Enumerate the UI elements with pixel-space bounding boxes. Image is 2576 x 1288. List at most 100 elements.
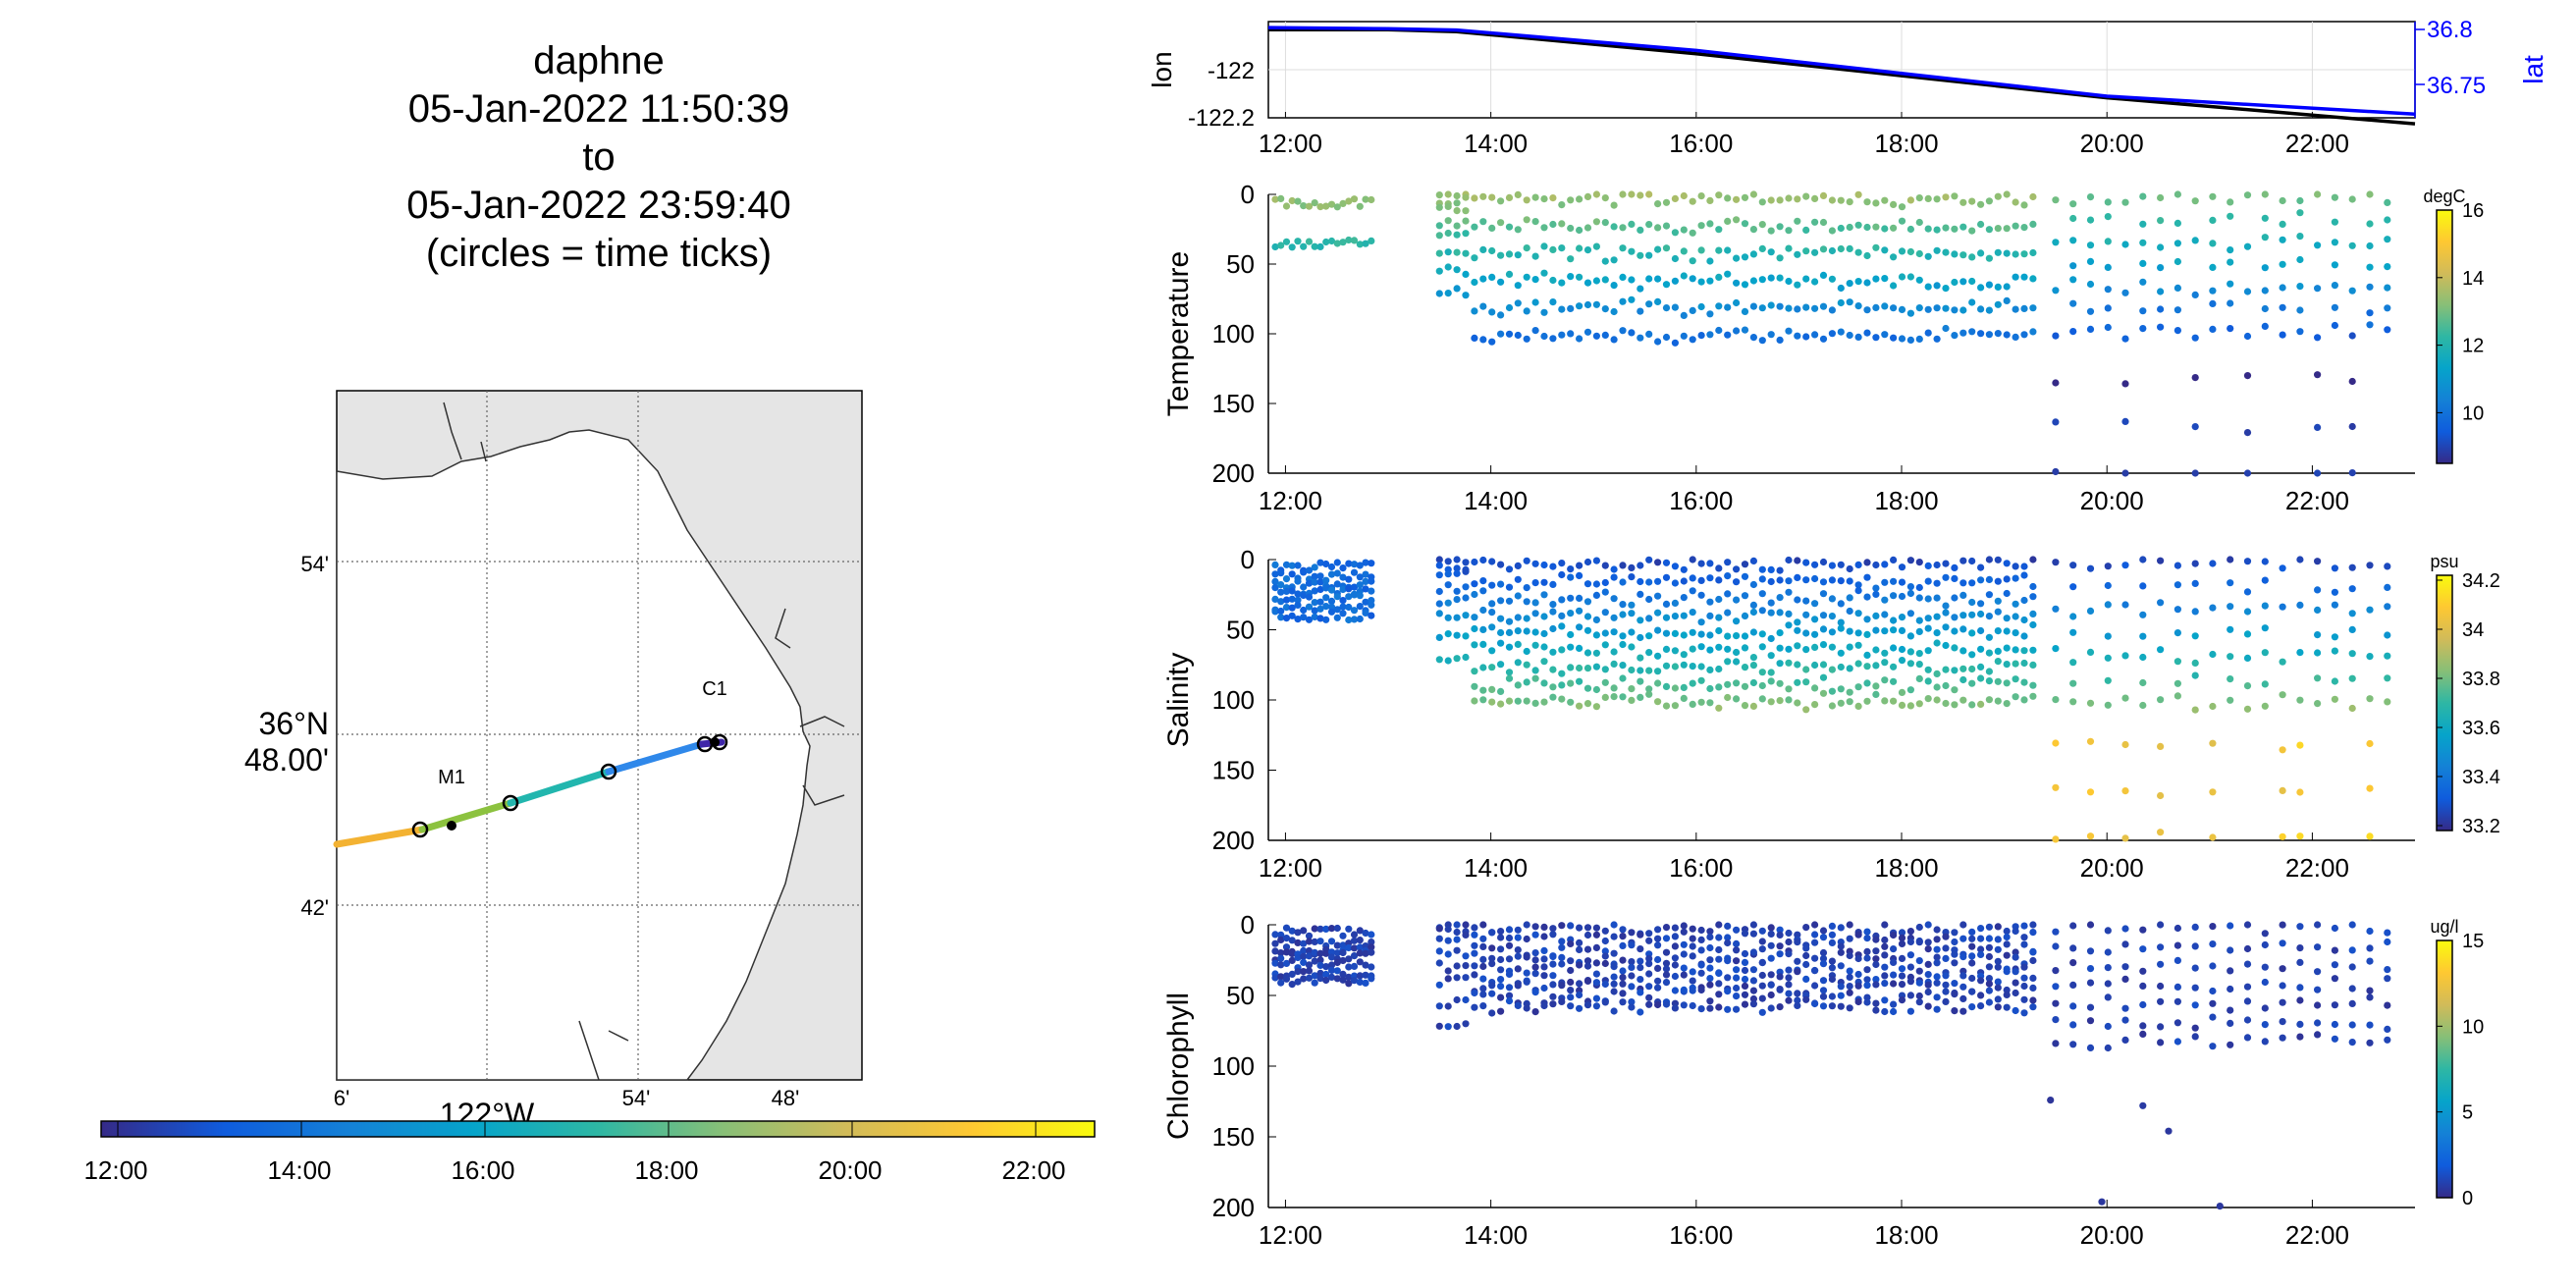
data-point bbox=[1968, 579, 1976, 587]
data-point bbox=[1311, 572, 1318, 580]
data-point bbox=[1505, 617, 1514, 625]
data-point bbox=[1715, 969, 1723, 977]
data-point bbox=[1924, 666, 1932, 673]
data-point bbox=[2020, 1009, 2028, 1017]
data-point bbox=[2314, 242, 2322, 249]
data-point bbox=[1540, 224, 1548, 232]
data-point bbox=[1881, 1007, 1889, 1016]
data-point bbox=[1942, 224, 1950, 232]
data-point bbox=[1846, 688, 1853, 696]
data-point bbox=[1811, 999, 1819, 1008]
data-point bbox=[1523, 1004, 1530, 1012]
data-point bbox=[1951, 332, 1959, 340]
data-point bbox=[1654, 200, 1662, 208]
data-point bbox=[1933, 936, 1941, 943]
data-point bbox=[1898, 972, 1906, 980]
data-point bbox=[2209, 325, 2217, 333]
data-point bbox=[1549, 666, 1557, 673]
data-point bbox=[1610, 628, 1618, 636]
data-point bbox=[2209, 287, 2217, 295]
data-point bbox=[2191, 1024, 2199, 1032]
data-point bbox=[2296, 649, 2304, 657]
data-point bbox=[1802, 303, 1810, 311]
data-point bbox=[1619, 632, 1627, 640]
data-point bbox=[1471, 931, 1478, 939]
data-point bbox=[1977, 663, 1985, 671]
data-point bbox=[1619, 190, 1627, 198]
data-point bbox=[1453, 995, 1461, 1004]
data-point bbox=[1715, 683, 1723, 691]
data-point bbox=[2139, 307, 2147, 315]
data-point bbox=[1333, 924, 1341, 933]
data-point bbox=[1662, 924, 1671, 932]
data-point bbox=[1749, 601, 1757, 610]
data-point bbox=[2331, 588, 2338, 596]
title-line-end: 05-Jan-2022 23:59:40 bbox=[406, 184, 791, 227]
data-point bbox=[1592, 703, 1600, 711]
data-point bbox=[1985, 980, 1993, 988]
data-point bbox=[1368, 975, 1375, 983]
data-point bbox=[1610, 223, 1618, 231]
data-point bbox=[1819, 661, 1828, 669]
data-point bbox=[1662, 682, 1671, 691]
data-point bbox=[1942, 699, 1950, 708]
data-point bbox=[1994, 627, 2002, 635]
lon-tick: -122.2 bbox=[1188, 105, 1255, 132]
data-point bbox=[2029, 220, 2037, 228]
data-point bbox=[2279, 603, 2286, 611]
chlorophyll-y-tick: 150 bbox=[1212, 1122, 1255, 1152]
data-point bbox=[1453, 199, 1461, 207]
data-point bbox=[1444, 217, 1452, 225]
data-point bbox=[1288, 243, 1296, 251]
data-point bbox=[1697, 332, 1705, 340]
data-point bbox=[1479, 962, 1487, 971]
data-point bbox=[2296, 788, 2304, 796]
data-point bbox=[2157, 1023, 2165, 1031]
data-point bbox=[1350, 568, 1359, 576]
data-point bbox=[2139, 701, 2147, 710]
data-point bbox=[1531, 276, 1539, 284]
data-point bbox=[1906, 610, 1914, 617]
data-point bbox=[1898, 614, 1906, 621]
data-point bbox=[1282, 587, 1291, 596]
data-point bbox=[1898, 203, 1906, 211]
data-point bbox=[2029, 248, 2037, 257]
data-point bbox=[1697, 936, 1705, 944]
data-point bbox=[1837, 992, 1845, 999]
data-point bbox=[2209, 1013, 2217, 1021]
data-point bbox=[1828, 576, 1836, 584]
data-point bbox=[1846, 298, 1853, 306]
data-point bbox=[1776, 629, 1784, 637]
data-point bbox=[1592, 631, 1600, 639]
data-point bbox=[1733, 984, 1741, 993]
data-point bbox=[2139, 1000, 2147, 1009]
data-point bbox=[2052, 239, 2060, 246]
data-point bbox=[1758, 959, 1766, 967]
data-point bbox=[1523, 557, 1530, 564]
data-point bbox=[1749, 628, 1757, 636]
data-point bbox=[2227, 603, 2234, 611]
data-point bbox=[1471, 949, 1478, 957]
data-point bbox=[1906, 247, 1914, 256]
data-point bbox=[2086, 965, 2095, 973]
data-point bbox=[1505, 697, 1514, 705]
data-point bbox=[1741, 253, 1749, 261]
data-point bbox=[1749, 226, 1757, 234]
data-point bbox=[1462, 1020, 1470, 1028]
data-point bbox=[2191, 923, 2199, 932]
data-point bbox=[2029, 661, 2037, 670]
data-point bbox=[1654, 609, 1662, 617]
data-point bbox=[1333, 580, 1341, 588]
data-point bbox=[1697, 630, 1705, 638]
data-point bbox=[1915, 992, 1923, 1000]
data-point bbox=[1915, 583, 1923, 592]
data-point bbox=[1697, 560, 1705, 567]
data-point bbox=[1977, 977, 1985, 985]
data-point bbox=[1724, 572, 1732, 580]
data-point bbox=[1828, 957, 1836, 965]
data-point bbox=[1444, 558, 1452, 565]
data-point bbox=[2104, 323, 2112, 332]
data-point bbox=[1558, 695, 1566, 703]
data-point bbox=[1637, 945, 1644, 953]
data-point bbox=[1471, 580, 1478, 588]
